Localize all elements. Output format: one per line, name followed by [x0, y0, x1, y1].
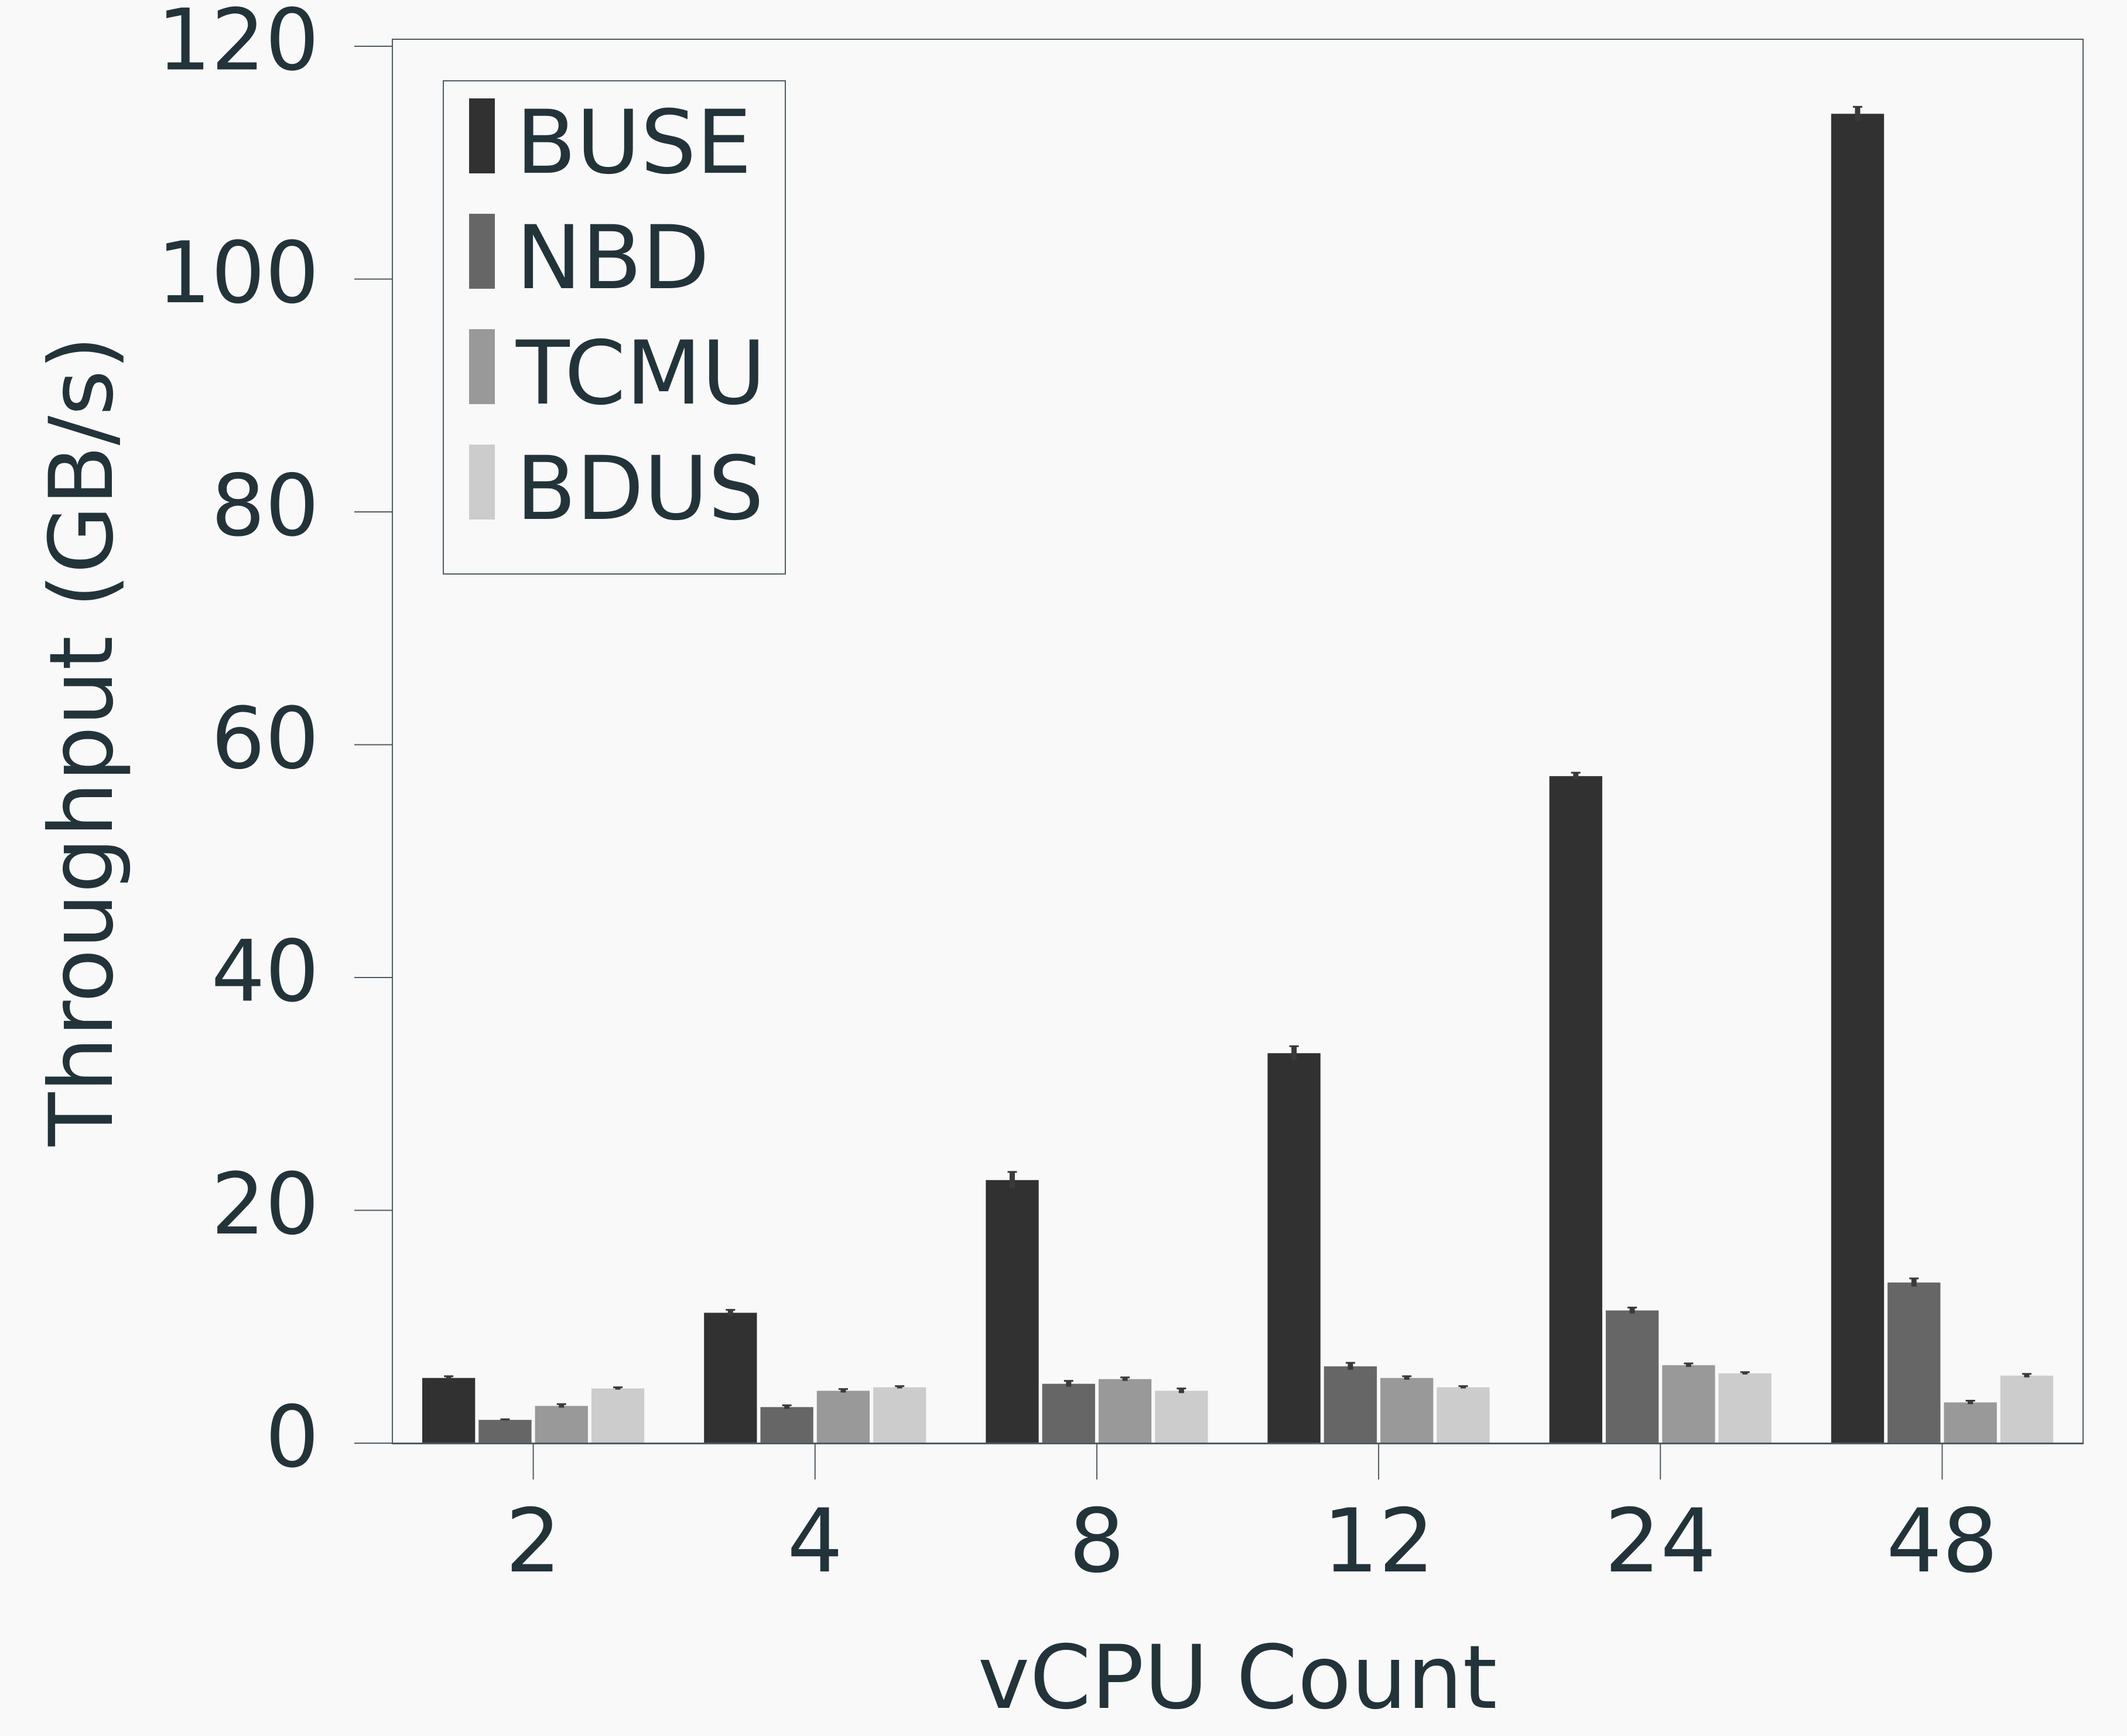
bar-bdus-8 — [1155, 1390, 1208, 1443]
bar-nbd-24 — [1605, 1310, 1659, 1443]
bar-buse-24 — [1549, 776, 1602, 1443]
legend-swatch-tcmu — [469, 329, 495, 404]
bar-nbd-4 — [760, 1407, 813, 1443]
bars-group — [422, 114, 2053, 1444]
bar-buse-2 — [422, 1378, 476, 1443]
bar-tcmu-2 — [535, 1406, 588, 1443]
legend-label-buse: BUSE — [516, 92, 752, 194]
y-tick-label-120: 120 — [157, 0, 319, 90]
x-axis-label: vCPU Count — [978, 1627, 1497, 1729]
legend-label-nbd: NBD — [516, 207, 710, 309]
y-axis-label: Throughput (GB/s) — [31, 336, 133, 1147]
bar-buse-12 — [1267, 1053, 1321, 1443]
bar-buse-4 — [704, 1313, 757, 1443]
bar-tcmu-12 — [1380, 1378, 1434, 1443]
bar-nbd-8 — [1042, 1383, 1095, 1443]
bar-bdus-48 — [2000, 1375, 2053, 1443]
legend-swatch-bdus — [469, 445, 495, 520]
bar-bdus-2 — [591, 1388, 645, 1443]
bar-tcmu-48 — [1944, 1402, 1997, 1443]
x-axis: 2 4 8 12 24 48 — [505, 1443, 1998, 1593]
legend: BUSE NBD TCMU BDUS — [443, 80, 786, 575]
bar-bdus-24 — [1718, 1373, 1772, 1443]
legend-swatch-buse — [469, 98, 495, 173]
y-tick-label-40: 40 — [211, 922, 319, 1021]
bar-buse-48 — [1831, 114, 1885, 1444]
x-tick-label-8: 8 — [1069, 1491, 1124, 1593]
y-tick-label-100: 100 — [157, 224, 319, 323]
x-tick-label-2: 2 — [505, 1491, 561, 1593]
y-tick-label-0: 0 — [265, 1388, 319, 1487]
legend-frame — [443, 80, 786, 575]
bar-tcmu-4 — [816, 1390, 870, 1443]
legend-entries: BUSE NBD TCMU BDUS — [469, 92, 766, 540]
y-tick-label-20: 20 — [211, 1155, 319, 1254]
x-tick-label-24: 24 — [1605, 1491, 1716, 1593]
legend-label-tcmu: TCMU — [515, 323, 766, 425]
y-axis: 0 20 40 60 80 100 120 — [157, 0, 392, 1487]
bar-buse-8 — [986, 1180, 1039, 1443]
y-tick-label-60: 60 — [211, 689, 319, 788]
bar-tcmu-8 — [1098, 1379, 1152, 1443]
bar-nbd-2 — [478, 1420, 532, 1443]
legend-swatch-nbd — [469, 214, 495, 289]
bar-tcmu-24 — [1662, 1365, 1715, 1443]
error-bars-group — [444, 105, 2032, 1421]
bar-nbd-48 — [1887, 1282, 1941, 1443]
legend-label-bdus: BDUS — [516, 438, 764, 540]
bar-bdus-4 — [873, 1387, 926, 1443]
x-tick-label-12: 12 — [1323, 1491, 1435, 1593]
x-tick-label-4: 4 — [787, 1491, 843, 1593]
bar-bdus-12 — [1437, 1387, 1490, 1443]
bar-nbd-12 — [1324, 1366, 1377, 1443]
y-tick-label-80: 80 — [211, 457, 319, 556]
x-tick-label-48: 48 — [1886, 1491, 1998, 1593]
